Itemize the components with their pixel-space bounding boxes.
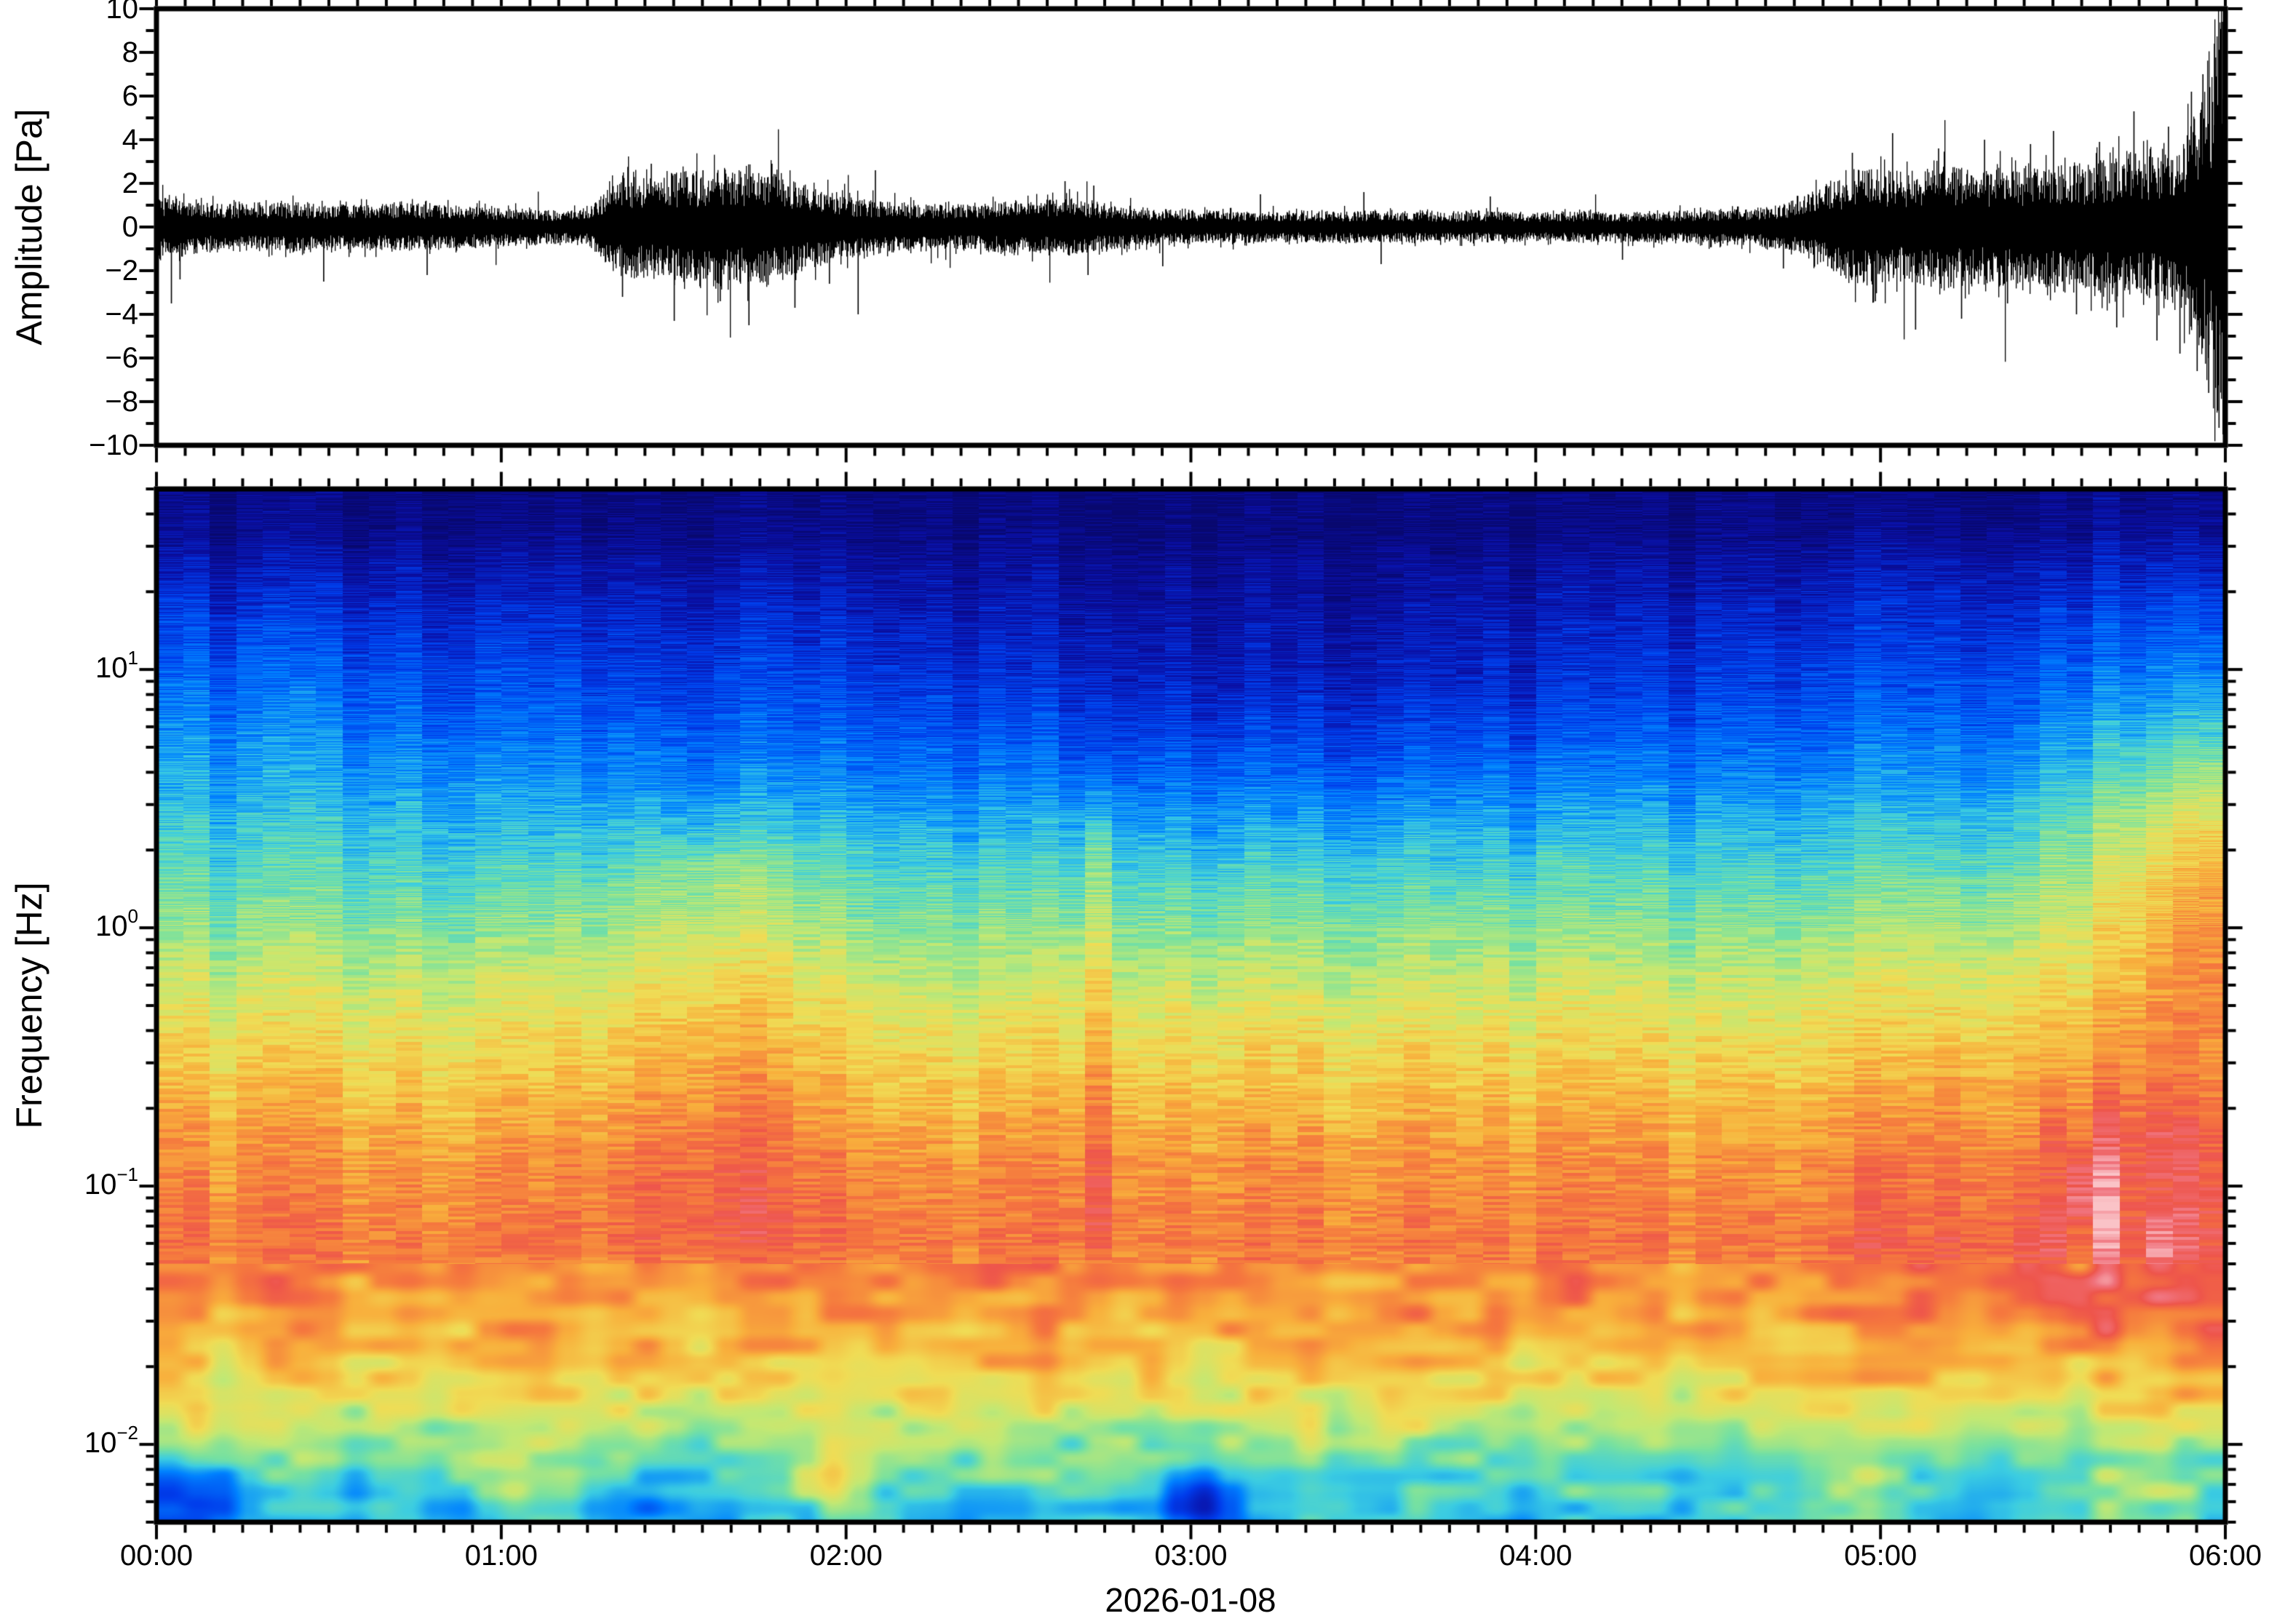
time-tick-label: 03:00 bbox=[1154, 1540, 1228, 1572]
amplitude-tick-label: 8 bbox=[122, 36, 138, 68]
amplitude-tick-label: 2 bbox=[122, 167, 138, 199]
amplitude-tick-label: −4 bbox=[105, 298, 138, 330]
time-tick-label: 04:00 bbox=[1499, 1540, 1573, 1572]
x-axis-date-label: 2026-01-08 bbox=[1105, 1581, 1276, 1619]
amplitude-panel bbox=[156, 9, 2225, 445]
time-tick-label: 00:00 bbox=[119, 1540, 194, 1572]
frequency-tick-label: 10−2 bbox=[84, 1422, 138, 1460]
time-tick-label: 01:00 bbox=[464, 1540, 538, 1572]
amplitude-tick-label: −8 bbox=[105, 386, 138, 418]
amplitude-tick-label: −10 bbox=[89, 429, 138, 461]
frequency-tick-label: 10−1 bbox=[84, 1163, 138, 1201]
amplitude-tick-label: 4 bbox=[122, 124, 138, 156]
amplitude-tick-label: 6 bbox=[122, 80, 138, 112]
time-tick-label: 02:00 bbox=[809, 1540, 883, 1572]
spectrogram-panel bbox=[156, 489, 2225, 1522]
amplitude-tick-label: −2 bbox=[105, 255, 138, 287]
amplitude-tick-label: 10 bbox=[106, 0, 139, 25]
amplitude-tick-label: −6 bbox=[105, 342, 138, 374]
frequency-tick-label: 100 bbox=[95, 905, 138, 943]
frequency-tick-label: 101 bbox=[95, 647, 138, 685]
time-tick-label: 05:00 bbox=[1844, 1540, 1918, 1572]
amplitude-tick-label: 0 bbox=[122, 211, 138, 243]
time-tick-label: 06:00 bbox=[2188, 1540, 2262, 1572]
